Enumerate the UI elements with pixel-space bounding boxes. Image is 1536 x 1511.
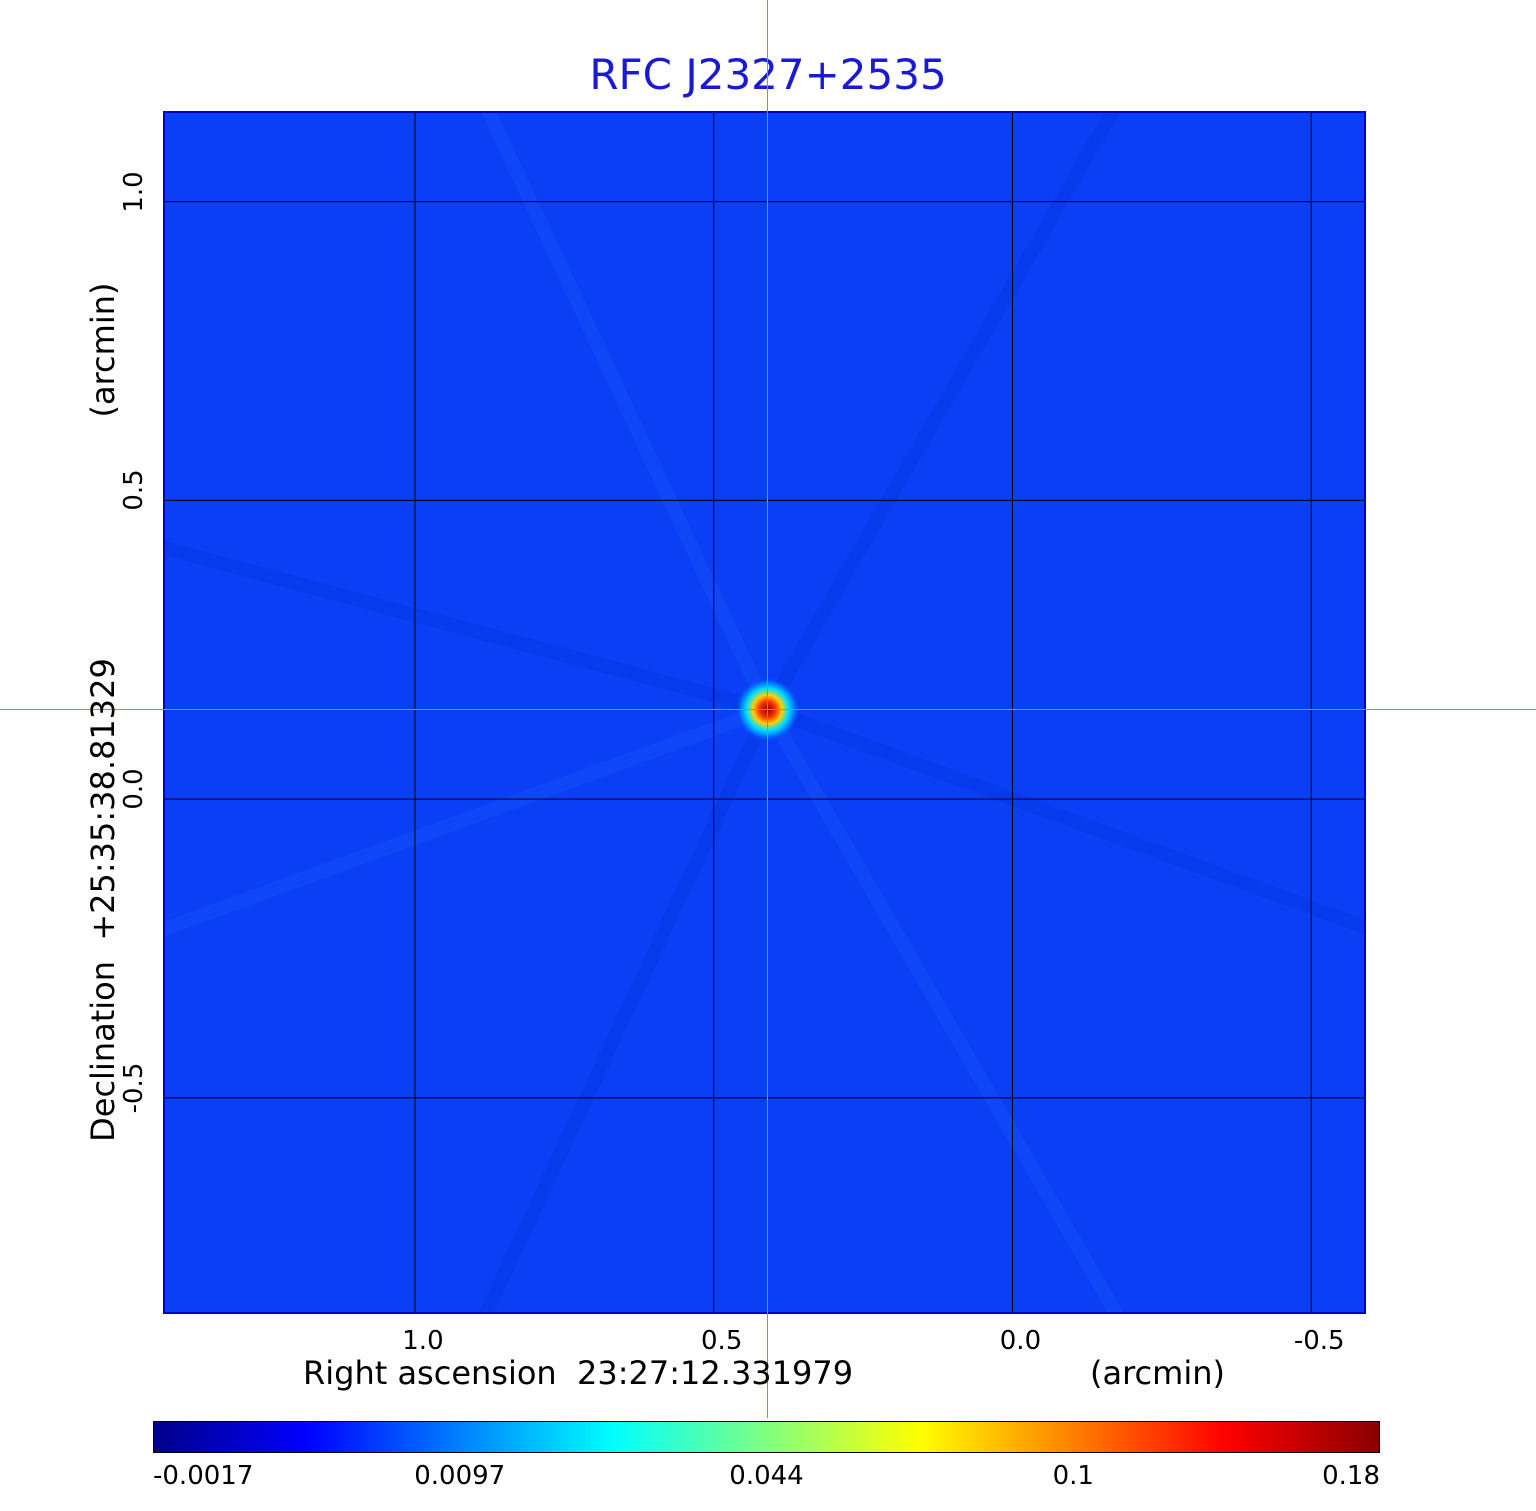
- sidelobe-streak: [481, 112, 774, 713]
- y-tick-label: 0.5: [119, 469, 149, 512]
- x-axis-unit: (arcmin): [1090, 1354, 1225, 1392]
- sidelobe-streak: [164, 702, 770, 937]
- x-tick-label: 0.5: [701, 1326, 743, 1356]
- chart-title: RFC J2327+2535: [589, 50, 947, 99]
- colorbar-tick-label: -0.0017: [153, 1461, 254, 1491]
- y-tick-label: -0.5: [119, 1062, 149, 1114]
- sidelobe-streak: [761, 112, 1121, 714]
- sidelobe-streak: [478, 706, 774, 1313]
- x-tick-label: 0.0: [999, 1326, 1042, 1356]
- sidelobe-streak: [765, 702, 1365, 935]
- sidelobe-streak: [761, 706, 1124, 1313]
- colorbar-tick-label: 0.1: [1052, 1461, 1094, 1491]
- x-tick-label: -0.5: [1293, 1326, 1345, 1356]
- plot-frame: [163, 111, 1366, 1314]
- colorbar: [153, 1421, 1380, 1453]
- y-axis-unit: (arcmin): [84, 282, 122, 418]
- x-tick-label: 1.0: [402, 1326, 444, 1356]
- y-tick-label: 0.0: [119, 768, 149, 810]
- sidelobe-streak: [164, 540, 770, 717]
- colorbar-tick-label: 0.044: [729, 1461, 804, 1491]
- y-axis-label: Declination +25:35:38.81329: [84, 658, 122, 1142]
- colorbar-tick-label: 0.18: [1322, 1461, 1380, 1491]
- colorbar-tick-label: 0.0097: [414, 1461, 506, 1491]
- y-tick-label: 1.0: [119, 170, 149, 213]
- x-axis-label: Right ascension 23:27:12.331979: [303, 1354, 854, 1392]
